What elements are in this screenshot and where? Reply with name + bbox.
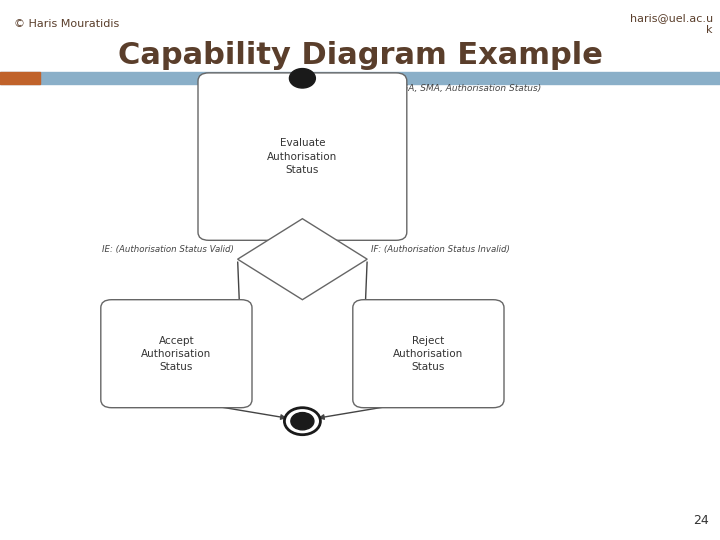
Text: Reject
Authorisation
Status: Reject Authorisation Status xyxy=(393,335,464,372)
Text: 24: 24 xyxy=(693,514,709,526)
Text: © Haris Mouratidis: © Haris Mouratidis xyxy=(14,19,120,29)
Text: IF: (Authorisation Status Invalid): IF: (Authorisation Status Invalid) xyxy=(371,245,510,254)
Text: Evaluate
Authorisation
Status: Evaluate Authorisation Status xyxy=(267,138,338,175)
FancyBboxPatch shape xyxy=(198,73,407,240)
Text: IE: (Authorisation Status Valid): IE: (Authorisation Status Valid) xyxy=(102,245,234,254)
Text: haris@uel.ac.u
k: haris@uel.ac.u k xyxy=(630,14,713,35)
Text: Capability Diagram Example: Capability Diagram Example xyxy=(117,40,603,70)
FancyBboxPatch shape xyxy=(353,300,504,408)
Circle shape xyxy=(289,69,315,88)
Bar xyxy=(0,72,40,84)
Text: EE: Receives (AGA, SMA, Authorisation Status): EE: Receives (AGA, SMA, Authorisation St… xyxy=(331,84,541,93)
Bar xyxy=(0,72,720,84)
Circle shape xyxy=(291,413,314,430)
FancyBboxPatch shape xyxy=(101,300,252,408)
Polygon shape xyxy=(238,219,367,300)
Text: Accept
Authorisation
Status: Accept Authorisation Status xyxy=(141,335,212,372)
Circle shape xyxy=(284,408,320,435)
